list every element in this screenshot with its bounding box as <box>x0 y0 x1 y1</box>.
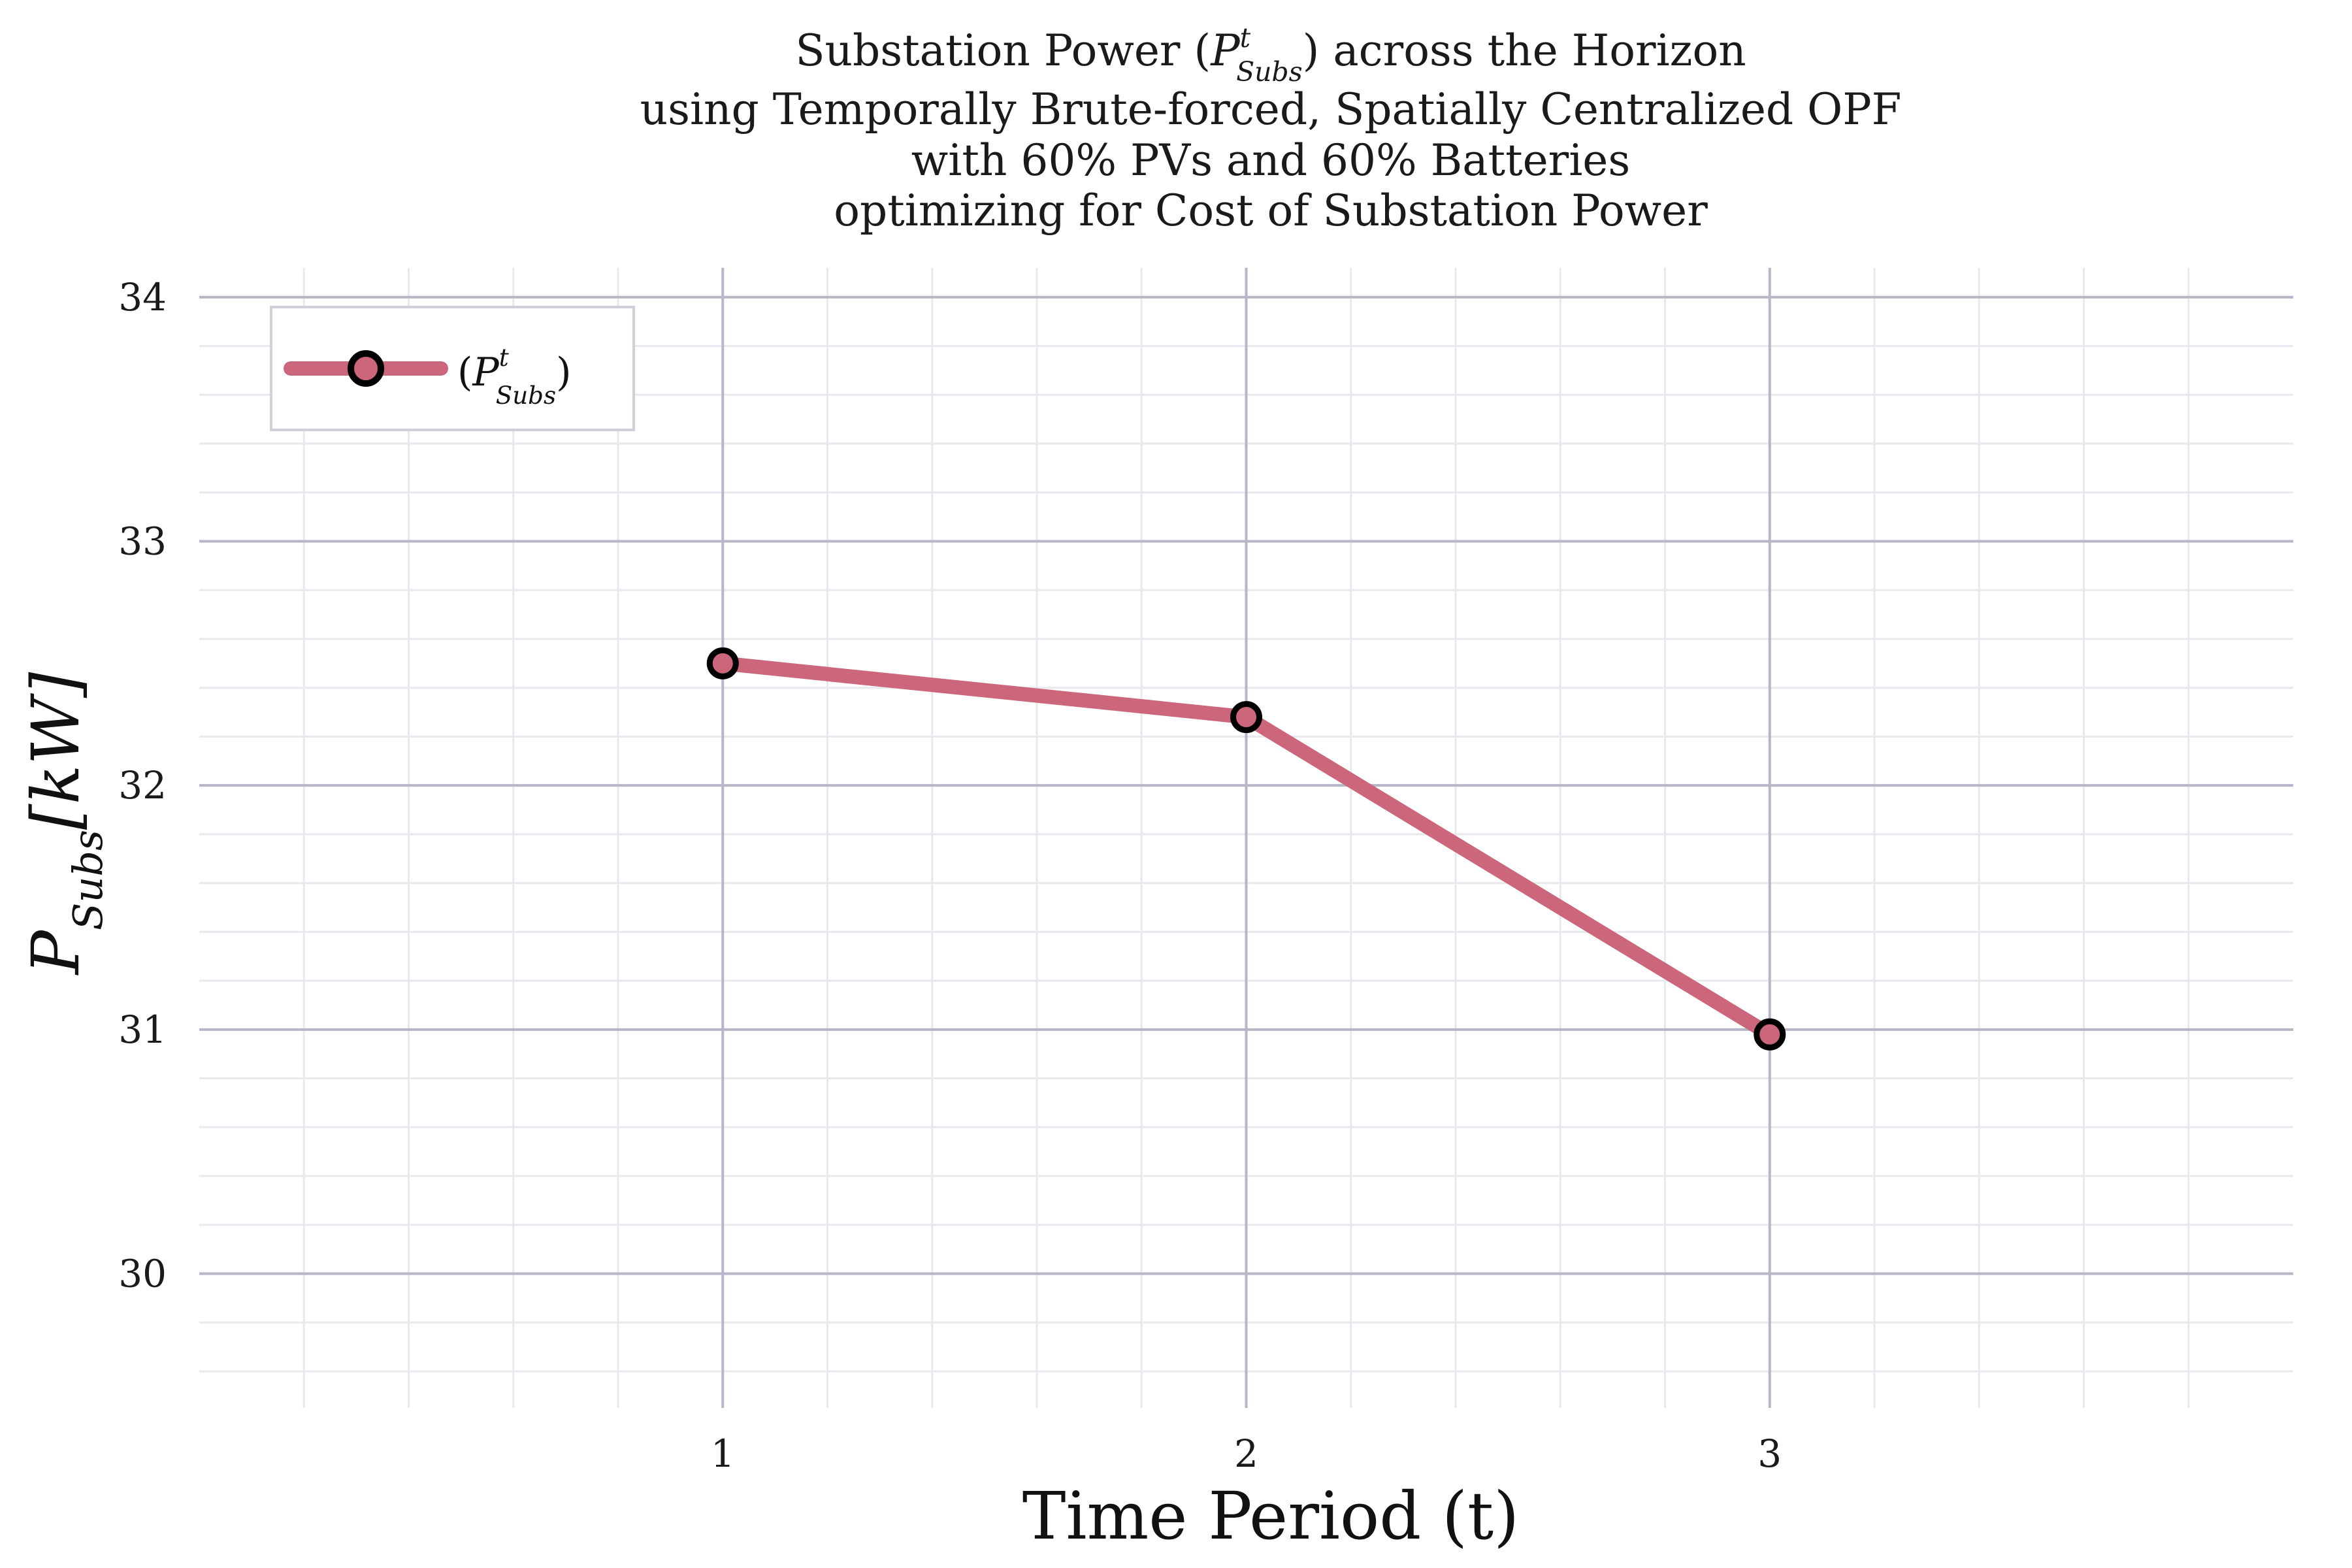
y-tick-label: 31 <box>118 1007 167 1052</box>
title-line-2: using Temporally Brute-forced, Spatially… <box>640 84 1902 135</box>
data-point <box>1230 701 1262 734</box>
title-line-3: with 60% PVs and 60% Batteries <box>911 135 1631 186</box>
y-tick-labels: 30 31 32 33 34 <box>118 275 167 1296</box>
y-tick-label: 33 <box>118 519 167 564</box>
series-layer <box>706 647 1786 1051</box>
grid <box>199 268 2293 1408</box>
y-tick-label: 32 <box>118 763 167 808</box>
x-tick-label: 3 <box>1757 1431 1782 1476</box>
legend-marker <box>348 350 384 387</box>
x-tick-label: 1 <box>711 1431 735 1476</box>
y-axis-label: PSubs[kW] <box>18 672 112 976</box>
y-tick-label: 30 <box>118 1251 167 1296</box>
x-tick-labels: 1 2 3 <box>711 1431 1782 1476</box>
data-point <box>1754 1018 1786 1051</box>
y-tick-label: 34 <box>118 275 167 319</box>
chart-title: Substation Power (Pt Subs) across the Hor… <box>640 22 1902 236</box>
title-line-1: Substation Power (Pt Subs) across the Hor… <box>795 22 1746 88</box>
title-line-4: optimizing for Cost of Substation Power <box>834 186 1708 236</box>
x-tick-label: 2 <box>1234 1431 1258 1476</box>
data-point <box>706 647 739 679</box>
legend: (Pt Subs) <box>270 306 635 431</box>
x-axis-label: Time Period (t) <box>1022 1478 1519 1554</box>
